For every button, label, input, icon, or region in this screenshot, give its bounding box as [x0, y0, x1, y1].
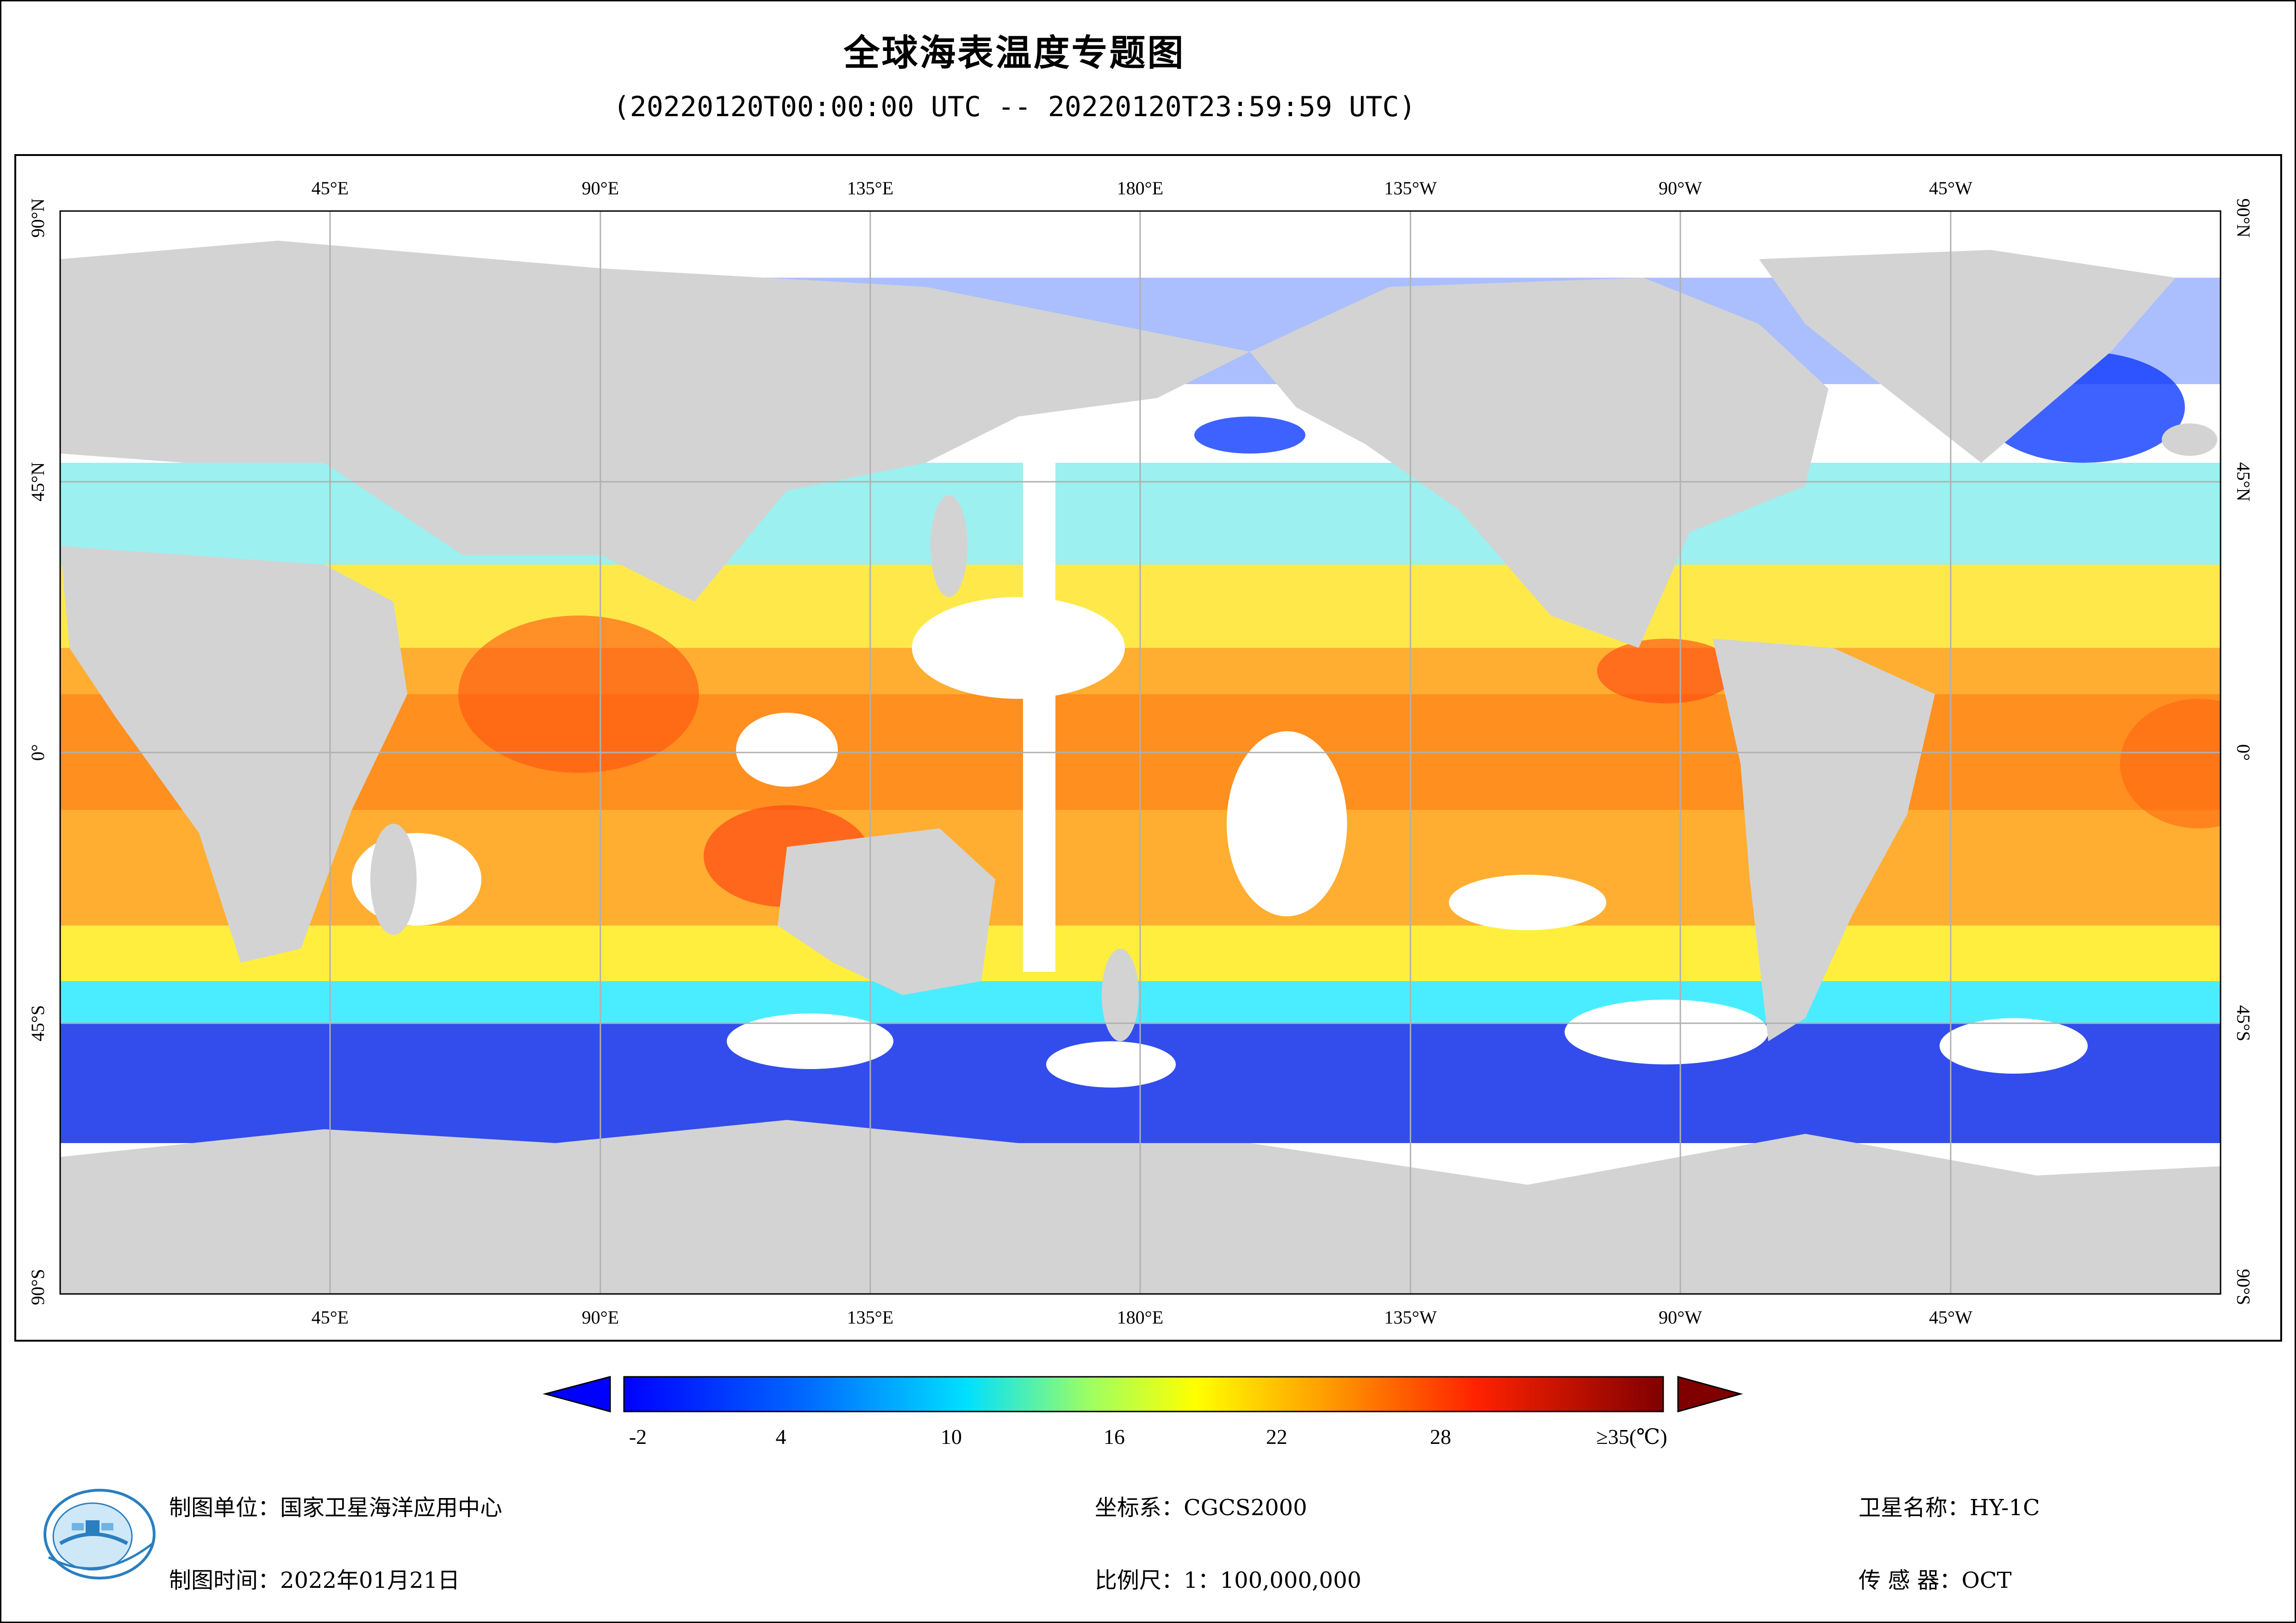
nsoas-logo-icon [44, 1489, 156, 1579]
land-south-america [1713, 639, 1935, 1041]
land-madagascar [370, 824, 417, 935]
colorbar-tick-label: 28 [1430, 1425, 1451, 1449]
colorbar-max-arrow [1677, 1376, 1743, 1412]
top-longitude-labels: 45°E 90°E 135°E 180°E 135°W 90°W 45°W [312, 178, 1972, 199]
lat-label-90s-right: 90°S [2233, 1269, 2254, 1305]
producer-label: 制图单位：国家卫星海洋应用中心 [169, 1495, 503, 1521]
lon-label-90w-top: 90°W [1659, 178, 1702, 199]
lon-label-90e-top: 90°E [582, 178, 619, 199]
colorbar-tick-label: 22 [1266, 1425, 1287, 1449]
land-africa [60, 546, 407, 963]
lat-label-0-left: 0° [27, 744, 48, 761]
land-north-america [1250, 278, 1828, 648]
right-latitude-labels: 90°N 45°N 0° 45°S 90°S [2233, 199, 2254, 1306]
lon-label-45e-top: 45°E [312, 178, 349, 199]
colorbar-tick-label: -2 [629, 1425, 647, 1449]
lon-label-180e-top: 180°E [1117, 178, 1163, 199]
produced-date-label: 制图时间：2022年01月21日 [169, 1567, 460, 1593]
colorbar-tick-label: 4 [776, 1425, 786, 1449]
colorbar-tick-label: 16 [1104, 1425, 1125, 1449]
coordinate-system-label: 坐标系：CGCS2000 [1095, 1495, 1307, 1521]
lon-label-45w-top: 45°W [1929, 178, 1972, 199]
lat-label-0-right: 0° [2233, 744, 2254, 761]
lat-label-90n-right: 90°N [2233, 199, 2254, 238]
land-australia [778, 828, 995, 995]
lat-label-45s-right: 45°S [2233, 1005, 2254, 1041]
lon-label-180e-bottom: 180°E [1117, 1307, 1163, 1328]
sensor-label: 传 感 器：OCT [1859, 1567, 2012, 1593]
land-antarctic-peninsula [2060, 1175, 2221, 1294]
satellite-name-label: 卫星名称：HY-1C [1859, 1495, 2040, 1521]
lon-label-135e-bottom: 135°E [847, 1307, 893, 1328]
land-iceland [2162, 423, 2217, 456]
lat-label-90n-left: 90°N [27, 199, 48, 238]
colorbar-gradient [623, 1376, 1664, 1412]
lon-label-45e-bottom: 45°E [312, 1307, 349, 1328]
lon-label-45w-bottom: 45°W [1929, 1307, 1972, 1328]
land-eurasia [60, 241, 1250, 602]
time-range-subtitle: (20220120T00:00:00 UTC -- 20220120T23:59… [613, 91, 1416, 123]
map-inner-frame [59, 210, 2221, 1295]
land-new-zealand [1102, 949, 1139, 1041]
colorbar-tick-label: 10 [941, 1425, 962, 1449]
lon-label-90e-bottom: 90°E [582, 1307, 619, 1328]
bottom-longitude-labels: 45°E 90°E 135°E 180°E 135°W 90°W 45°W [312, 1307, 1972, 1328]
map-outer-frame [14, 154, 2282, 1342]
sst-map [60, 211, 2221, 1294]
scale-label: 比例尺：1：100,000,000 [1095, 1567, 1361, 1593]
lat-label-45n-left: 45°N [27, 462, 48, 502]
land-japan [930, 495, 967, 597]
cloud-no-data-patches [352, 463, 2088, 1088]
colorbar-tick-label: ≥35(℃) [1596, 1425, 1667, 1449]
lat-label-45n-right: 45°N [2233, 462, 2254, 502]
lat-label-90s-left: 90°S [27, 1269, 48, 1305]
lon-label-90w-bottom: 90°W [1659, 1307, 1702, 1328]
lon-label-135w-bottom: 135°W [1384, 1307, 1437, 1328]
land-greenland [1759, 250, 2176, 463]
left-latitude-labels: 90°N 45°N 0° 45°S 90°S [27, 199, 48, 1306]
lon-label-135e-top: 135°E [847, 178, 893, 199]
sst-colorbar: -2 4 10 16 22 28 ≥35(℃) [543, 1376, 1743, 1449]
lon-label-135w-top: 135°W [1384, 178, 1437, 199]
lat-label-45s-left: 45°S [27, 1005, 48, 1041]
graticule [60, 211, 2221, 1294]
map-title: 全球海表温度专题图 [843, 32, 1185, 74]
colorbar-min-arrow [543, 1376, 611, 1412]
